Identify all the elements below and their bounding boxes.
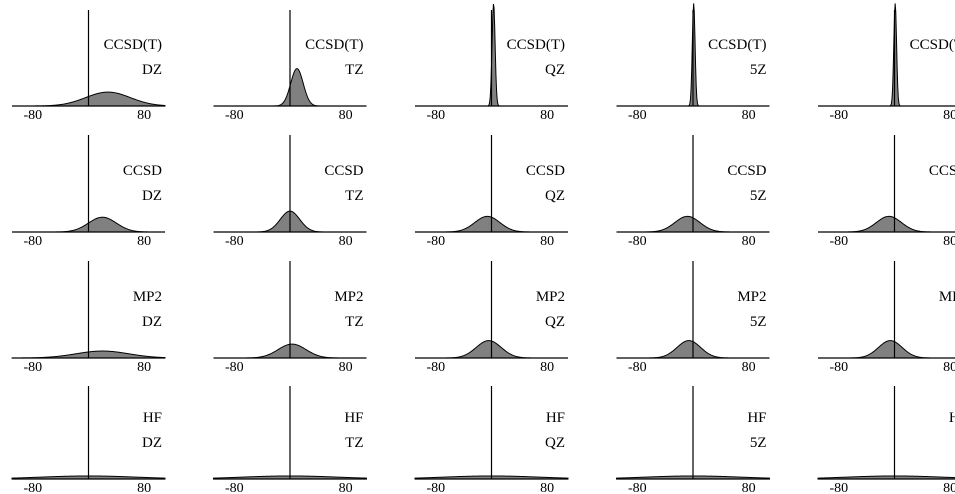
method-label-ccsdt-dz: CCSD(T) xyxy=(104,37,162,53)
x-tick-label-mp2-6-right: 80 xyxy=(943,360,955,375)
x-tick-label-ccsd-tz-right: 80 xyxy=(339,234,353,249)
x-tick-label-ccsdt-6-left: -80 xyxy=(830,108,849,123)
basis-label-hf-tz: TZ xyxy=(345,435,363,451)
x-tick-label-hf-tz-left: -80 xyxy=(225,481,244,494)
density-curve-mp2-6 xyxy=(818,340,955,359)
density-curve-ccsd-6 xyxy=(818,215,955,233)
x-tick-label-ccsd-6-right: 80 xyxy=(943,234,955,249)
method-label-ccsd-tz: CCSD xyxy=(324,163,363,179)
basis-label-ccsd-tz: TZ xyxy=(345,188,363,204)
method-label-ccsd-dz: CCSD xyxy=(123,163,162,179)
x-tick-label-mp2-qz-right: 80 xyxy=(540,360,554,375)
method-label-hf-dz: HF xyxy=(143,410,162,426)
x-tick-label-mp2-qz-left: -80 xyxy=(427,360,446,375)
basis-label-mp2-5z: 5Z xyxy=(750,314,767,330)
x-tick-label-ccsdt-qz-left: -80 xyxy=(427,108,446,123)
x-tick-label-ccsd-dz-right: 80 xyxy=(137,234,151,249)
x-tick-label-mp2-tz-right: 80 xyxy=(339,360,353,375)
x-tick-label-ccsdt-dz-left: -80 xyxy=(24,108,43,123)
x-tick-label-hf-tz-right: 80 xyxy=(339,481,353,494)
x-tick-label-ccsd-6-left: -80 xyxy=(830,234,849,249)
basis-label-ccsdt-dz: DZ xyxy=(142,62,162,78)
method-label-ccsdt-tz: CCSD(T) xyxy=(305,37,363,53)
method-label-mp2-6: MP2 xyxy=(939,289,955,305)
basis-label-ccsdt-qz: QZ xyxy=(545,62,565,78)
x-tick-label-ccsdt-qz-right: 80 xyxy=(540,108,554,123)
basis-label-mp2-qz: QZ xyxy=(545,314,565,330)
x-tick-label-mp2-dz-right: 80 xyxy=(137,360,151,375)
x-tick-label-hf-dz-right: 80 xyxy=(137,481,151,494)
method-label-hf-5z: HF xyxy=(747,410,766,426)
x-tick-label-hf-5z-right: 80 xyxy=(742,481,756,494)
x-tick-label-ccsdt-dz-right: 80 xyxy=(137,108,151,123)
basis-label-ccsdt-5z: 5Z xyxy=(750,62,767,78)
method-label-mp2-qz: MP2 xyxy=(536,289,565,305)
x-tick-label-mp2-5z-left: -80 xyxy=(628,360,647,375)
method-label-mp2-5z: MP2 xyxy=(737,289,766,305)
method-label-ccsd-qz: CCSD xyxy=(526,163,565,179)
x-tick-label-ccsd-5z-left: -80 xyxy=(628,234,647,249)
x-tick-label-ccsdt-tz-right: 80 xyxy=(339,108,353,123)
x-tick-label-ccsdt-6-right: 80 xyxy=(943,108,955,123)
x-tick-label-ccsd-5z-right: 80 xyxy=(742,234,756,249)
basis-label-mp2-dz: DZ xyxy=(142,314,162,330)
density-curve-ccsdt-6 xyxy=(818,3,955,107)
x-tick-label-hf-qz-left: -80 xyxy=(427,481,446,494)
x-tick-label-hf-5z-left: -80 xyxy=(628,481,647,494)
method-label-ccsdt-5z: CCSD(T) xyxy=(708,37,766,53)
basis-label-ccsd-qz: QZ xyxy=(545,188,565,204)
basis-label-hf-dz: DZ xyxy=(142,435,162,451)
x-tick-label-hf-6-right: 80 xyxy=(943,481,955,494)
x-tick-label-mp2-tz-left: -80 xyxy=(225,360,244,375)
basis-label-ccsd-dz: DZ xyxy=(142,188,162,204)
method-label-ccsdt-qz: CCSD(T) xyxy=(507,37,565,53)
method-label-mp2-tz: MP2 xyxy=(334,289,363,305)
x-tick-label-hf-6-left: -80 xyxy=(830,481,849,494)
method-label-hf-6: HF xyxy=(949,410,955,426)
method-label-mp2-dz: MP2 xyxy=(133,289,162,305)
x-tick-label-hf-qz-right: 80 xyxy=(540,481,554,494)
x-tick-label-ccsd-qz-left: -80 xyxy=(427,234,446,249)
x-tick-label-ccsd-tz-left: -80 xyxy=(225,234,244,249)
x-tick-label-mp2-5z-right: 80 xyxy=(742,360,756,375)
x-tick-label-ccsdt-5z-right: 80 xyxy=(742,108,756,123)
x-tick-label-mp2-6-left: -80 xyxy=(830,360,849,375)
method-label-ccsd-6: CCSD xyxy=(929,163,955,179)
x-tick-label-ccsdt-tz-left: -80 xyxy=(225,108,244,123)
basis-label-ccsd-5z: 5Z xyxy=(750,188,767,204)
method-label-hf-qz: HF xyxy=(546,410,565,426)
x-tick-label-ccsdt-5z-left: -80 xyxy=(628,108,647,123)
method-label-ccsdt-6: CCSD(T) xyxy=(910,37,955,53)
x-tick-label-hf-dz-left: -80 xyxy=(24,481,43,494)
method-label-ccsd-5z: CCSD xyxy=(727,163,766,179)
basis-label-hf-qz: QZ xyxy=(545,435,565,451)
x-tick-label-mp2-dz-left: -80 xyxy=(24,360,43,375)
method-label-hf-tz: HF xyxy=(344,410,363,426)
x-tick-label-ccsd-dz-left: -80 xyxy=(24,234,43,249)
x-tick-label-ccsd-qz-right: 80 xyxy=(540,234,554,249)
basis-label-hf-5z: 5Z xyxy=(750,435,767,451)
basis-label-mp2-tz: TZ xyxy=(345,314,363,330)
basis-label-ccsdt-tz: TZ xyxy=(345,62,363,78)
